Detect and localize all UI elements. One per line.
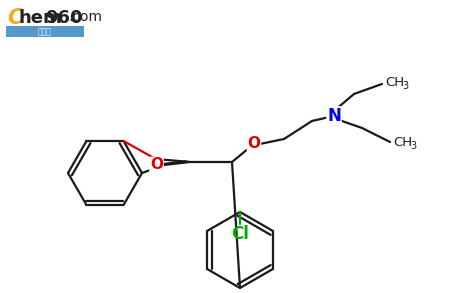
Text: CH: CH [393, 137, 412, 149]
Text: O: O [247, 137, 261, 151]
FancyBboxPatch shape [6, 26, 84, 37]
Text: Cl: Cl [231, 225, 249, 243]
Text: .com: .com [69, 10, 103, 24]
Text: 3: 3 [402, 81, 408, 91]
Text: N: N [327, 107, 341, 125]
Text: hem: hem [18, 9, 62, 27]
Text: 960: 960 [45, 9, 82, 27]
Text: 化工网: 化工网 [38, 28, 52, 37]
Text: CH: CH [385, 76, 404, 89]
Text: C: C [7, 8, 22, 28]
Text: 3: 3 [410, 141, 416, 151]
Text: O: O [150, 157, 163, 173]
